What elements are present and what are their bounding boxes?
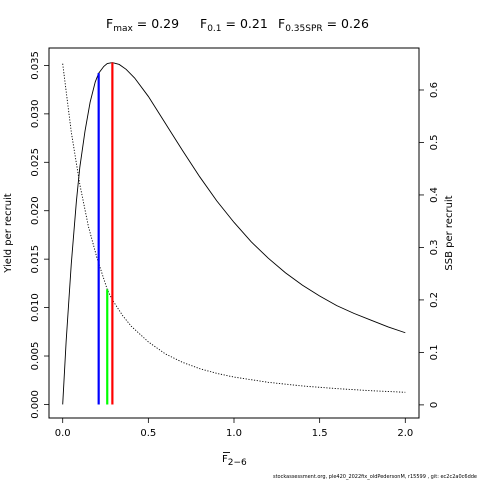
y-right-axis: 0 0.1 0.2 0.3 0.4 0.5 0.6: [419, 82, 440, 408]
y-right-tick-label: 0.5: [429, 135, 440, 151]
plot-layer: [62, 62, 406, 405]
x-tick-label: 1.5: [312, 428, 328, 439]
x-axis: 0.0 0.5 1.0 1.5 2.0: [55, 418, 413, 439]
title-f01: F0.1 = 0.21: [200, 16, 268, 34]
y-right-tick-label: 0.3: [429, 239, 440, 255]
plot-frame: [48, 47, 420, 419]
title-f01-value: = 0.21: [222, 16, 268, 31]
title-f01-main: F: [200, 16, 207, 31]
title-f01-sub: 0.1: [207, 24, 221, 34]
footer-text: stockassessment.org, ple420_2022fix_oldP…: [273, 474, 477, 480]
x-tick-label: 0.5: [140, 428, 156, 439]
title-f035spr-value: = 0.26: [323, 16, 369, 31]
yield-per-recruit-line: [62, 62, 406, 405]
y-left-tick-label: 0.035: [30, 51, 41, 80]
x-axis-title-main: F: [222, 454, 228, 465]
y-left-tick-label: 0.030: [30, 100, 41, 129]
y-right-tick-label: 0: [429, 402, 440, 408]
y-right-axis-title: SSB per recruit: [444, 195, 455, 270]
x-axis-title-sub: 2−6: [228, 458, 247, 468]
title-fmax-sub: max: [113, 24, 133, 34]
y-right-tick-label: 0.2: [429, 292, 440, 308]
y-left-tick-label: 0.015: [30, 245, 41, 274]
ssb-per-recruit-line: [62, 63, 406, 393]
title-f035spr-sub: 0.35SPR: [285, 24, 322, 34]
x-tick-label: 1.0: [226, 428, 242, 439]
x-axis-title: F2−6: [222, 454, 247, 468]
y-left-tick-label: 0.005: [30, 342, 41, 371]
y-left-tick-label: 0.000: [30, 390, 41, 419]
title-f035spr: F0.35SPR = 0.26: [278, 16, 369, 34]
title-fmax: Fmax = 0.29: [106, 16, 179, 34]
y-left-axis: 0.000 0.005 0.010 0.015 0.020 0.025 0.030 0.035: [30, 51, 49, 419]
title-f035spr-main: F: [278, 16, 285, 31]
y-left-axis-title: Yield per recruit: [3, 193, 14, 274]
y-left-tick-label: 0.010: [30, 293, 41, 322]
y-right-tick-label: 0.4: [429, 187, 440, 203]
title-fmax-value: = 0.29: [133, 16, 179, 31]
y-right-tick-label: 0.6: [429, 82, 440, 98]
x-tick-label: 2.0: [397, 428, 413, 439]
title-fmax-main: F: [106, 16, 113, 31]
y-right-tick-label: 0.1: [429, 344, 440, 360]
y-left-tick-label: 0.025: [30, 148, 41, 177]
x-tick-label: 0.0: [55, 428, 71, 439]
y-left-tick-label: 0.020: [30, 196, 41, 225]
